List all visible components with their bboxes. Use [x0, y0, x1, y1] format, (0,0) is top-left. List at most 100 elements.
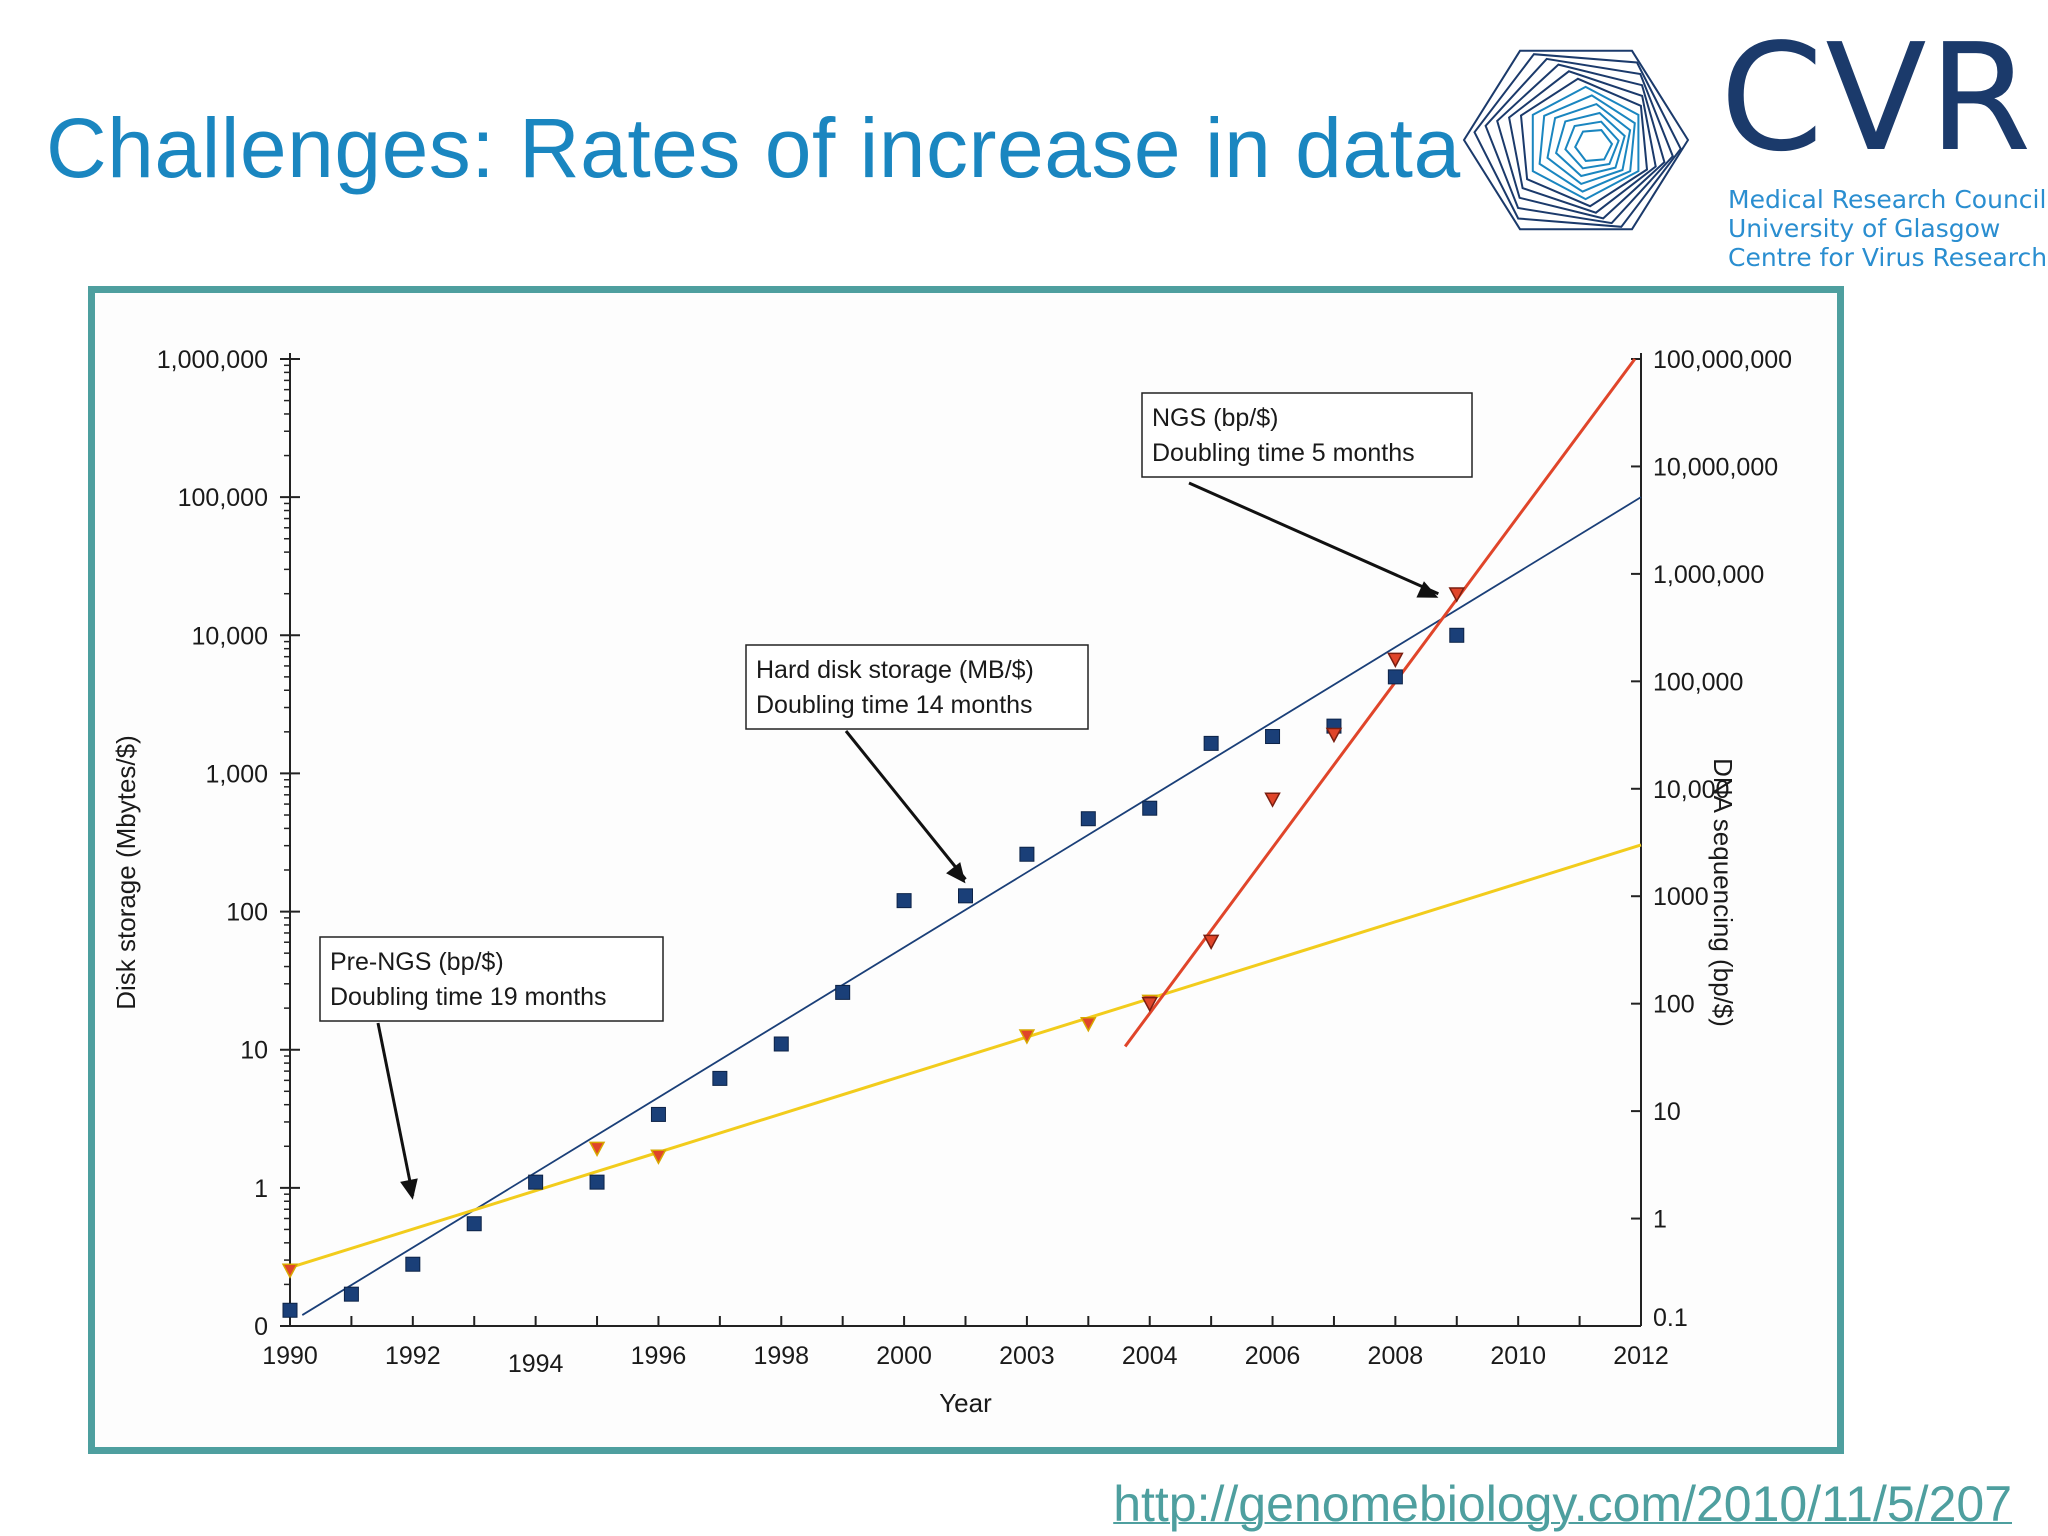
y-right-axis-title: DNA sequencing (bp/$)	[1708, 758, 1738, 1027]
trendline-hard	[301, 496, 1642, 1316]
sequencing-point	[1202, 934, 1220, 950]
logo-line-mrc: Medical Research Council	[1728, 185, 2047, 214]
sequencing-point	[1080, 1017, 1097, 1033]
annotation-text: Doubling time 14 months	[756, 691, 1033, 719]
annotation-arrow-shaft	[844, 730, 967, 881]
logo-hexagon-ring	[1531, 85, 1640, 201]
y-left-axis-title: Disk storage (Mbytes/$)	[111, 735, 141, 1010]
logo-line-centre: Centre for Virus Research	[1728, 243, 2048, 272]
left-tick-label: 0	[254, 1313, 268, 1341]
disk-storage-point	[835, 984, 851, 1000]
trendline-ngs	[1123, 358, 1637, 1048]
sequencing-point	[1141, 996, 1158, 1013]
disk-storage-point	[650, 1106, 666, 1122]
left-tick-label: 1,000	[205, 760, 268, 788]
sequencing-point	[1264, 792, 1281, 808]
x-tick-label: 1992	[385, 1342, 441, 1370]
right-tick-label: 10,000	[1653, 776, 1729, 804]
x-tick-label: 1990	[262, 1342, 318, 1370]
sequencing-point	[588, 1141, 606, 1157]
disk-storage-point	[1142, 800, 1158, 816]
right-tick-label: 10,000,000	[1653, 453, 1778, 481]
disk-storage-point	[958, 888, 973, 904]
disk-storage-point	[773, 1036, 789, 1052]
disk-storage-point	[1387, 669, 1403, 685]
left-tick-label: 10,000	[192, 622, 268, 650]
x-tick-label: 2004	[1122, 1342, 1178, 1370]
x-tick-label: 1994	[508, 1350, 564, 1378]
x-tick-label: 2006	[1245, 1342, 1301, 1370]
x-tick-label: 2003	[999, 1342, 1055, 1370]
chart-frame: 0 1 10 100 1,000 10,000 100,000 1,000,000 0.1 1 10…	[88, 286, 1844, 1454]
sequencing-point	[281, 1263, 299, 1279]
x-axis-title: Year	[939, 1388, 992, 1418]
annotation-box	[745, 644, 1089, 730]
logo-name: CVR	[1720, 12, 2034, 184]
disk-storage-point	[528, 1174, 544, 1190]
right-tick-label: 1,000,000	[1653, 561, 1764, 589]
right-tick-label: 100,000,000	[1653, 346, 1792, 374]
logo-hexagon-ring	[1519, 77, 1649, 208]
x-tick-label: 1996	[631, 1342, 687, 1370]
disk-storage-point	[282, 1302, 298, 1318]
logo-hexagon-ring	[1574, 129, 1614, 162]
annotation-text: Doubling time 19 months	[330, 983, 607, 1011]
annotation-arrow-head	[1416, 581, 1439, 598]
disk-storage-point	[343, 1286, 359, 1302]
trendline-pre-ngs	[289, 843, 1642, 1269]
left-tick-label: 1,000,000	[157, 346, 268, 374]
sequencing-point	[1018, 1029, 1036, 1045]
disk-storage-point	[1203, 735, 1219, 751]
x-tick-label: 2008	[1368, 1342, 1424, 1370]
right-tick-label: 100,000	[1653, 668, 1743, 696]
sequencing-point	[650, 1149, 667, 1165]
disk-storage-point	[1449, 627, 1465, 643]
right-tick-label: 0.1	[1653, 1304, 1688, 1332]
annotation-box	[319, 936, 664, 1022]
plot-area: 0 1 10 100 1,000 10,000 100,000 1,000,000 0.1 1 10…	[111, 346, 1792, 1418]
cvr-logo: CVR Medical Research Council University …	[1458, 24, 2047, 272]
logo-hexagon-ring	[1546, 102, 1632, 186]
disk-storage-point	[589, 1174, 605, 1190]
annotation-text: Doubling time 5 months	[1152, 439, 1415, 467]
disk-storage-point	[1265, 729, 1281, 745]
chart: 0 1 10 100 1,000 10,000 100,000 1,000,000 0.1 1 10…	[111, 346, 1792, 1418]
annotation-text: NGS (bp/$)	[1152, 404, 1278, 432]
disk-storage-point	[466, 1216, 482, 1232]
logo-hexagon-ring	[1496, 63, 1666, 220]
x-tick-label: 2000	[876, 1342, 932, 1370]
left-tick-label: 1	[254, 1175, 268, 1203]
disk-storage-point	[1080, 811, 1096, 827]
annotation-arrow-head	[400, 1178, 418, 1200]
disk-storage-point	[405, 1256, 421, 1272]
x-tick-label: 1998	[753, 1342, 809, 1370]
right-tick-label: 1000	[1653, 883, 1709, 911]
logo-hexagon-ring	[1564, 120, 1620, 170]
annotation-arrow-shaft	[1188, 481, 1439, 596]
logo-hexagon-ring	[1473, 53, 1682, 228]
left-tick-label: 10	[240, 1037, 268, 1065]
sequencing-point	[1325, 727, 1343, 744]
annotation-arrow-shaft	[376, 1022, 415, 1197]
sequencing-point	[1387, 652, 1404, 668]
annotation-pre-ngs: Pre-NGS (bp/$) Doubling time 19 months	[319, 936, 664, 1200]
logo-hexagon-ring	[1462, 49, 1690, 231]
source-link[interactable]: http://genomebiology.com/2010/11/5/207	[1113, 1476, 2012, 1532]
logo-hexagon-ring	[1538, 94, 1636, 193]
annotation-disk: Hard disk storage (MB/$) Doubling time 14…	[745, 644, 1089, 884]
annotation-ngs: NGS (bp/$) Doubling time 5 months	[1141, 392, 1473, 598]
left-tick-label: 100,000	[178, 484, 268, 512]
logo-line-university: University of Glasgow	[1728, 214, 2001, 243]
left-tick-label: 100	[226, 899, 268, 927]
disk-storage-point	[896, 893, 912, 909]
sequencing-point	[1448, 587, 1466, 603]
annotation-box	[1141, 392, 1473, 478]
right-tick-label: 100	[1653, 991, 1695, 1019]
disk-storage-point	[712, 1070, 728, 1086]
annotation-text: Hard disk storage (MB/$)	[756, 656, 1034, 684]
logo-hexagon-ring	[1484, 57, 1674, 225]
logo-hexagon-ring	[1554, 111, 1626, 178]
x-tick-label: 2012	[1613, 1342, 1669, 1370]
hexagon-logo-icon	[1462, 49, 1690, 231]
slide-title: Challenges: Rates of increase in data	[46, 101, 1461, 195]
